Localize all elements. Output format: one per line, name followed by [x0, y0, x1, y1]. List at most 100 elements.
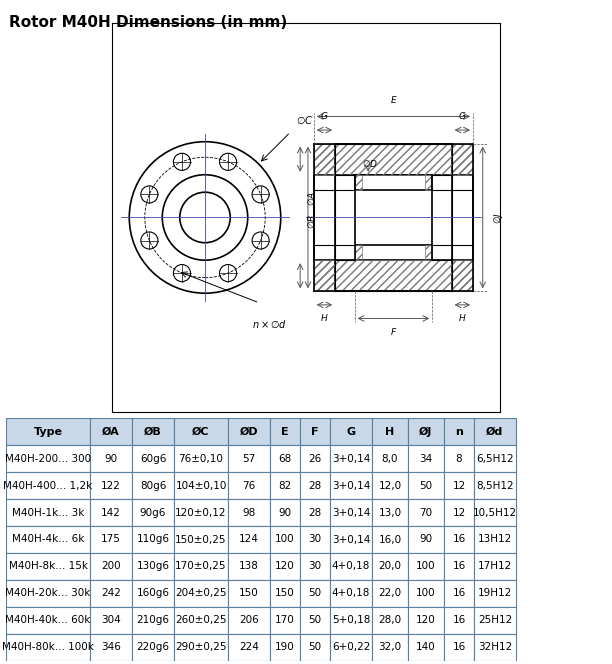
FancyBboxPatch shape	[174, 526, 228, 553]
Text: 8: 8	[455, 454, 462, 463]
FancyBboxPatch shape	[132, 580, 174, 607]
FancyBboxPatch shape	[372, 553, 408, 580]
Text: 68: 68	[278, 454, 292, 463]
Text: M40H-40k... 60k: M40H-40k... 60k	[6, 616, 91, 625]
FancyBboxPatch shape	[228, 472, 270, 499]
Text: 304: 304	[101, 616, 121, 625]
FancyBboxPatch shape	[330, 633, 372, 661]
Bar	[314, 260, 335, 291]
FancyBboxPatch shape	[372, 607, 408, 633]
FancyBboxPatch shape	[408, 446, 444, 472]
FancyBboxPatch shape	[270, 472, 300, 499]
FancyBboxPatch shape	[330, 418, 372, 446]
Text: 60g6: 60g6	[140, 454, 166, 463]
Text: 12: 12	[452, 507, 466, 517]
Text: 124: 124	[239, 535, 259, 544]
Text: 34: 34	[419, 454, 433, 463]
Text: F: F	[312, 427, 319, 437]
Text: 16,0: 16,0	[378, 535, 401, 544]
Text: 204±0,25: 204±0,25	[175, 588, 227, 598]
FancyBboxPatch shape	[372, 499, 408, 526]
Text: $\varnothing J$: $\varnothing J$	[492, 211, 505, 224]
FancyBboxPatch shape	[6, 553, 90, 580]
Text: G: G	[459, 112, 466, 121]
FancyBboxPatch shape	[6, 526, 90, 553]
FancyBboxPatch shape	[132, 472, 174, 499]
FancyBboxPatch shape	[444, 526, 474, 553]
Text: $\varnothing D$: $\varnothing D$	[362, 157, 378, 169]
Bar	[354, 175, 432, 191]
FancyBboxPatch shape	[90, 499, 132, 526]
Text: ØD: ØD	[240, 427, 258, 437]
FancyBboxPatch shape	[132, 526, 174, 553]
Text: 3+0,14: 3+0,14	[332, 535, 370, 544]
Bar	[452, 143, 473, 175]
FancyBboxPatch shape	[228, 580, 270, 607]
Text: 50: 50	[308, 588, 321, 598]
Bar	[452, 175, 473, 260]
Text: 90: 90	[278, 507, 291, 517]
Text: 50: 50	[308, 642, 321, 652]
Bar	[425, 244, 432, 260]
FancyBboxPatch shape	[270, 633, 300, 661]
FancyBboxPatch shape	[330, 553, 372, 580]
Bar	[314, 143, 335, 175]
FancyBboxPatch shape	[228, 553, 270, 580]
Text: 6+0,22: 6+0,22	[332, 642, 370, 652]
Text: 100: 100	[416, 562, 436, 572]
FancyBboxPatch shape	[90, 633, 132, 661]
Text: 120: 120	[275, 562, 295, 572]
Text: $\varnothing B$: $\varnothing B$	[307, 214, 318, 229]
Text: 6,5H12: 6,5H12	[476, 454, 513, 463]
FancyBboxPatch shape	[444, 633, 474, 661]
Bar	[335, 143, 452, 175]
Text: 25H12: 25H12	[478, 616, 512, 625]
Text: 98: 98	[242, 507, 256, 517]
FancyBboxPatch shape	[90, 526, 132, 553]
Bar	[354, 175, 362, 191]
Text: ØB: ØB	[144, 427, 162, 437]
Bar	[335, 260, 452, 291]
FancyBboxPatch shape	[330, 580, 372, 607]
Text: 122: 122	[101, 481, 121, 491]
Bar	[354, 244, 362, 260]
Text: 170: 170	[275, 616, 295, 625]
FancyBboxPatch shape	[372, 633, 408, 661]
Text: 90: 90	[419, 535, 433, 544]
Text: 76: 76	[242, 481, 256, 491]
Text: 57: 57	[242, 454, 256, 463]
FancyBboxPatch shape	[300, 446, 330, 472]
Text: F: F	[391, 327, 396, 337]
FancyBboxPatch shape	[300, 633, 330, 661]
FancyBboxPatch shape	[330, 499, 372, 526]
Bar	[335, 260, 452, 291]
Text: 22,0: 22,0	[378, 588, 401, 598]
FancyBboxPatch shape	[474, 472, 516, 499]
Text: 3+0,14: 3+0,14	[332, 454, 370, 463]
Text: 80g6: 80g6	[140, 481, 166, 491]
Text: ØA: ØA	[102, 427, 120, 437]
Text: Rotor M40H Dimensions (in mm): Rotor M40H Dimensions (in mm)	[9, 15, 288, 30]
FancyBboxPatch shape	[300, 553, 330, 580]
FancyBboxPatch shape	[330, 526, 372, 553]
Text: 210g6: 210g6	[136, 616, 170, 625]
FancyBboxPatch shape	[330, 472, 372, 499]
Text: 12,0: 12,0	[378, 481, 401, 491]
Text: 20,0: 20,0	[378, 562, 401, 572]
Text: G: G	[321, 112, 328, 121]
FancyBboxPatch shape	[174, 553, 228, 580]
Bar	[425, 175, 432, 191]
Text: 175: 175	[101, 535, 121, 544]
Text: 220g6: 220g6	[136, 642, 170, 652]
Bar	[314, 260, 335, 291]
Text: 150±0,25: 150±0,25	[175, 535, 227, 544]
Text: 224: 224	[239, 642, 259, 652]
FancyBboxPatch shape	[132, 553, 174, 580]
FancyBboxPatch shape	[372, 580, 408, 607]
Text: 4+0,18: 4+0,18	[332, 588, 370, 598]
Text: 346: 346	[101, 642, 121, 652]
Text: 28: 28	[308, 481, 322, 491]
Text: 17H12: 17H12	[478, 562, 512, 572]
Text: 120±0,12: 120±0,12	[175, 507, 227, 517]
Text: 16: 16	[452, 562, 466, 572]
